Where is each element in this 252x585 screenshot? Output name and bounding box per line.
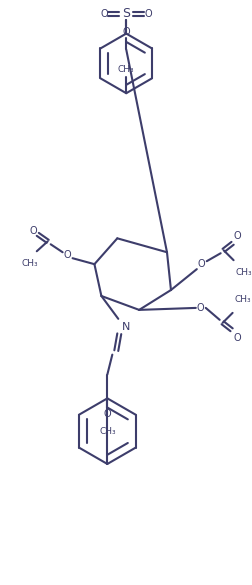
Text: O: O xyxy=(233,333,240,343)
Text: CH₃: CH₃ xyxy=(117,65,134,74)
Text: N: N xyxy=(121,322,130,332)
Text: O: O xyxy=(196,303,204,313)
Text: CH₃: CH₃ xyxy=(233,295,250,304)
Text: O: O xyxy=(64,250,71,260)
Text: O: O xyxy=(103,410,111,419)
Text: CH₃: CH₃ xyxy=(21,259,38,268)
Text: O: O xyxy=(233,231,240,242)
Text: CH₃: CH₃ xyxy=(234,267,251,277)
Text: O: O xyxy=(197,259,205,269)
Text: O: O xyxy=(144,9,151,19)
Text: O: O xyxy=(122,26,130,37)
Text: CH₃: CH₃ xyxy=(99,426,115,436)
Text: O: O xyxy=(30,226,38,236)
Text: S: S xyxy=(122,7,130,20)
Text: O: O xyxy=(100,9,108,19)
